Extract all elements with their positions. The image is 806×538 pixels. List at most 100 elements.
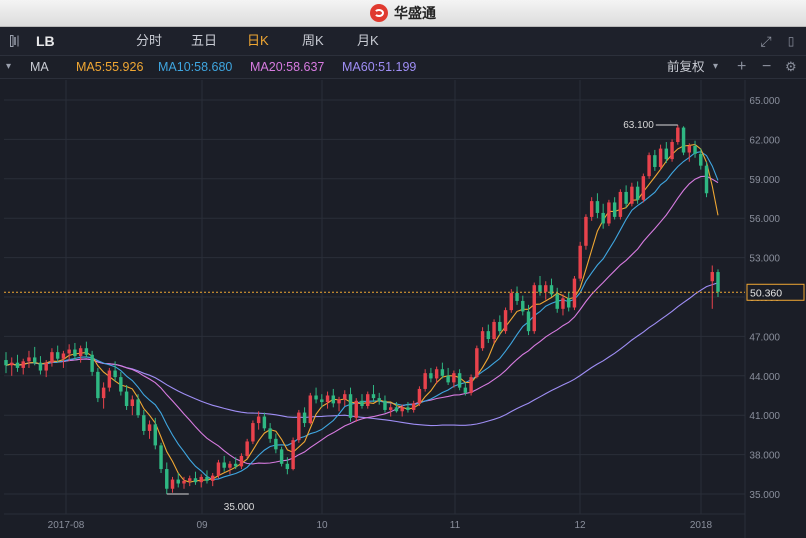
ma5-line xyxy=(5,143,719,483)
candle-body xyxy=(475,348,479,378)
candle-body xyxy=(503,310,508,332)
candle-body xyxy=(245,441,249,456)
candle-body xyxy=(279,449,284,464)
candle-body xyxy=(394,407,399,412)
ma10-value: MA10:58.680 xyxy=(158,60,233,74)
x-tick-label: 2018 xyxy=(690,520,713,531)
candle-body xyxy=(32,357,37,363)
candle-body xyxy=(607,202,611,224)
ma20-line xyxy=(5,175,719,465)
candle-body xyxy=(251,423,255,442)
candle-body xyxy=(4,360,8,366)
candle-body xyxy=(612,202,617,217)
candle-body xyxy=(452,373,456,383)
candle-body xyxy=(210,475,215,481)
candle-body xyxy=(188,478,192,481)
candle-body xyxy=(199,476,203,483)
tab-weekly-k[interactable]: 周K xyxy=(302,33,324,48)
remove-indicator-icon[interactable]: − xyxy=(762,58,772,75)
candle-body xyxy=(423,373,427,389)
y-tick-label: 53.000 xyxy=(749,254,780,265)
candle-body xyxy=(159,445,163,470)
candle-body xyxy=(532,285,536,332)
candle-body xyxy=(101,387,106,399)
settings-gear-icon[interactable]: ⚙ xyxy=(785,59,797,74)
low-price-label: 35.000 xyxy=(224,502,255,513)
indicator-name: MA xyxy=(30,60,49,74)
candle-body xyxy=(325,395,330,403)
tab-intraday[interactable]: 分时 xyxy=(136,33,163,48)
candle-body xyxy=(239,455,244,467)
candle-body xyxy=(107,370,112,388)
candle-body xyxy=(302,412,307,424)
candle-body xyxy=(589,201,594,217)
tab-five-day[interactable]: 五日 xyxy=(191,33,218,48)
candle-body xyxy=(578,245,582,279)
ma20-value: MA20:58.637 xyxy=(250,60,325,74)
candle-body xyxy=(566,298,571,308)
candle-body xyxy=(618,191,623,217)
fullscreen-icon[interactable]: ⤢ xyxy=(760,33,772,49)
y-tick-label: 44.000 xyxy=(749,372,780,383)
candle-body xyxy=(228,463,232,468)
candle-body xyxy=(274,438,278,450)
chevron-down-icon[interactable]: ▾ xyxy=(6,61,12,72)
ma-indicator-bar: ▾ MA MA5:55.926 MA10:58.680 MA20:58.637 … xyxy=(0,56,806,79)
candle-body xyxy=(417,388,422,404)
y-tick-label: 59.000 xyxy=(749,175,780,186)
candle-body xyxy=(630,186,634,204)
candle-body xyxy=(526,311,531,332)
y-tick-label: 41.000 xyxy=(749,411,780,422)
candle-body xyxy=(78,348,83,357)
candle-body xyxy=(27,357,31,362)
candle-body xyxy=(256,416,261,424)
x-tick-label: 12 xyxy=(574,520,586,531)
candle-body xyxy=(549,285,554,295)
high-price-label: 63.100 xyxy=(623,120,654,131)
candle-body xyxy=(635,186,640,200)
candle-body xyxy=(411,403,416,410)
candle-body xyxy=(624,191,628,204)
candle-body xyxy=(434,369,439,379)
add-indicator-icon[interactable]: + xyxy=(737,58,747,75)
candle-body xyxy=(555,294,559,309)
candle-body xyxy=(205,476,209,481)
candle-body xyxy=(124,391,129,407)
candle-body xyxy=(457,373,462,388)
candle-body xyxy=(469,377,473,393)
candle-body xyxy=(44,362,48,371)
candle-body xyxy=(165,469,169,489)
title-bar: 华盛通 xyxy=(0,0,806,27)
candle-body xyxy=(716,272,720,292)
ma10-line xyxy=(5,151,719,481)
candle-body xyxy=(320,399,324,403)
candle-body xyxy=(21,361,25,368)
candle-body xyxy=(440,369,445,376)
tab-monthly-k[interactable]: 月K xyxy=(357,33,379,48)
candle-body xyxy=(710,272,714,282)
candle-body xyxy=(595,201,600,213)
candle-body xyxy=(10,362,14,366)
candle-body xyxy=(73,349,77,357)
last-price-box xyxy=(746,283,805,301)
adjust-mode-select[interactable]: 前复权 xyxy=(667,60,705,74)
ma60-value: MA60:51.199 xyxy=(342,60,417,74)
candle-body xyxy=(233,463,238,467)
adjust-chevron-down-icon[interactable]: ▾ xyxy=(713,61,719,72)
tab-daily-k[interactable]: 日K xyxy=(247,33,269,48)
candle-body xyxy=(90,354,94,372)
y-tick-label: 35.000 xyxy=(749,490,780,501)
candle-body xyxy=(572,278,577,308)
candle-body xyxy=(15,362,20,368)
x-tick-label: 09 xyxy=(196,520,208,531)
candle-body xyxy=(699,153,703,166)
candle-body xyxy=(509,293,514,311)
candle-body xyxy=(285,463,290,470)
candle-body xyxy=(268,428,272,439)
panel-toggle-icon[interactable] xyxy=(10,35,24,47)
candle-body xyxy=(96,371,100,399)
candle-body xyxy=(354,400,358,418)
candle-body xyxy=(601,212,605,224)
candle-body xyxy=(647,155,651,177)
expand-panel-icon[interactable]: ▯ xyxy=(787,34,795,48)
